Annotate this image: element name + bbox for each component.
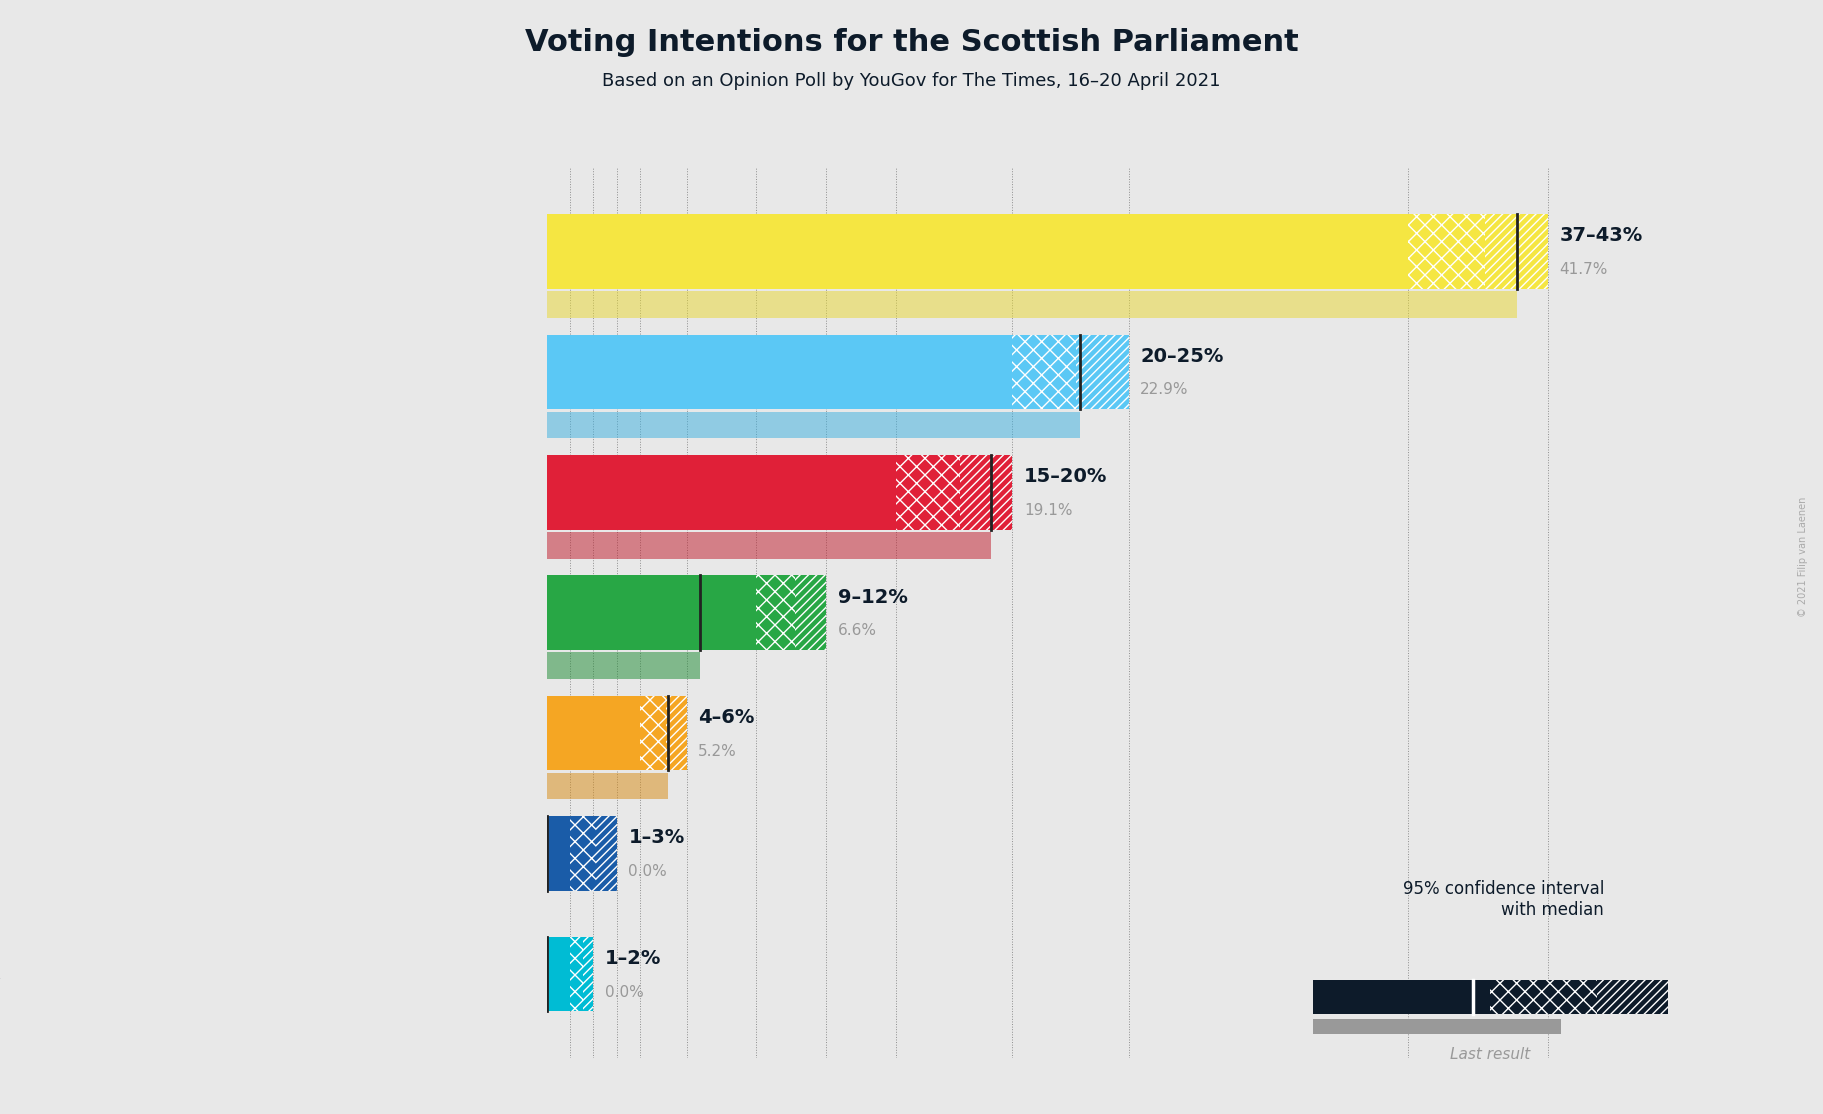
Text: Voting Intentions for the Scottish Parliament: Voting Intentions for the Scottish Parli… <box>525 28 1298 57</box>
Text: 0.0%: 0.0% <box>629 864 667 879</box>
Bar <box>571 817 616 891</box>
Text: 19.1%: 19.1% <box>1025 502 1072 518</box>
Bar <box>640 696 665 771</box>
Bar <box>757 575 826 651</box>
Text: 0.0%: 0.0% <box>605 985 644 999</box>
Bar <box>1012 334 1076 409</box>
Bar <box>757 575 795 651</box>
Text: Based on an Opinion Poll by YouGov for The Times, 16–20 April 2021: Based on an Opinion Poll by YouGov for T… <box>602 72 1221 90</box>
Bar <box>1407 214 1484 289</box>
Text: 37–43%: 37–43% <box>1559 226 1643 245</box>
Bar <box>1484 214 1548 289</box>
Bar <box>547 455 895 529</box>
Bar <box>1313 980 1491 1014</box>
Bar <box>1076 334 1128 409</box>
Text: 9–12%: 9–12% <box>839 587 908 606</box>
Text: 1–3%: 1–3% <box>629 829 685 848</box>
Text: 4–6%: 4–6% <box>698 709 755 727</box>
Bar <box>895 455 1012 529</box>
Bar <box>547 214 1407 289</box>
Bar <box>640 696 687 771</box>
Text: 22.9%: 22.9% <box>1141 382 1189 398</box>
Text: 15–20%: 15–20% <box>1025 467 1107 486</box>
Bar <box>961 455 1012 529</box>
Bar <box>1597 980 1668 1014</box>
Bar <box>571 937 594 1012</box>
Text: 41.7%: 41.7% <box>1559 262 1608 277</box>
Bar <box>547 817 571 891</box>
Bar <box>547 291 1517 317</box>
Bar <box>1313 1018 1560 1034</box>
Bar <box>547 937 571 1012</box>
Text: Last result: Last result <box>1449 1047 1531 1062</box>
Bar <box>547 411 1079 438</box>
Bar <box>547 773 667 800</box>
Text: 95% confidence interval
with median: 95% confidence interval with median <box>1404 880 1604 919</box>
Text: 20–25%: 20–25% <box>1141 346 1223 365</box>
Bar <box>547 575 757 651</box>
Bar <box>1407 214 1548 289</box>
Bar <box>1012 334 1128 409</box>
Bar <box>547 532 992 558</box>
Text: 6.6%: 6.6% <box>839 623 877 638</box>
Bar <box>665 696 687 771</box>
Bar <box>1491 980 1597 1014</box>
Text: © 2021 Filip van Laenen: © 2021 Filip van Laenen <box>1799 497 1808 617</box>
Bar <box>547 653 700 678</box>
Bar <box>583 937 594 1012</box>
Bar <box>547 696 640 771</box>
Bar <box>547 334 1012 409</box>
Text: 5.2%: 5.2% <box>698 744 736 759</box>
Bar <box>596 817 616 891</box>
Text: 1–2%: 1–2% <box>605 949 662 968</box>
Bar <box>895 455 961 529</box>
Bar <box>795 575 826 651</box>
Bar <box>571 937 583 1012</box>
Bar <box>571 817 596 891</box>
